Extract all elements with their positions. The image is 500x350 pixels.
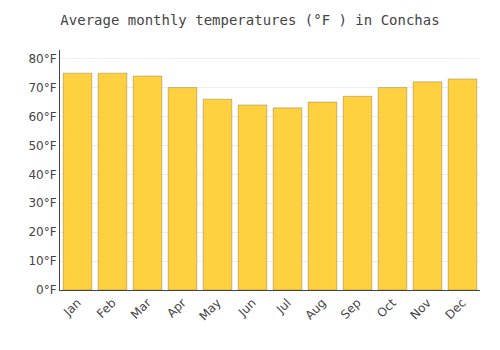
svg-text:10°F: 10°F xyxy=(28,254,56,268)
svg-text:30°F: 30°F xyxy=(28,196,56,210)
svg-text:80°F: 80°F xyxy=(28,52,56,66)
svg-text:Mar: Mar xyxy=(128,296,154,322)
svg-text:70°F: 70°F xyxy=(28,81,56,95)
svg-text:Aug: Aug xyxy=(302,296,328,322)
svg-text:Oct: Oct xyxy=(374,296,399,321)
svg-text:Sep: Sep xyxy=(338,296,364,322)
svg-text:Feb: Feb xyxy=(94,296,119,321)
svg-text:Dec: Dec xyxy=(443,296,469,322)
svg-text:May: May xyxy=(196,296,223,323)
svg-text:60°F: 60°F xyxy=(28,110,56,124)
svg-text:Jan: Jan xyxy=(60,296,84,320)
svg-text:20°F: 20°F xyxy=(28,225,56,239)
svg-text:Nov: Nov xyxy=(407,296,433,322)
svg-text:Apr: Apr xyxy=(164,296,189,321)
svg-text:0°F: 0°F xyxy=(36,283,57,297)
svg-text:40°F: 40°F xyxy=(28,168,56,182)
svg-text:Average monthly temperatures (: Average monthly temperatures (°F ) in Co… xyxy=(60,12,439,28)
svg-text:Jun: Jun xyxy=(235,296,259,320)
svg-text:50°F: 50°F xyxy=(28,139,56,153)
svg-text:Jul: Jul xyxy=(273,296,294,317)
